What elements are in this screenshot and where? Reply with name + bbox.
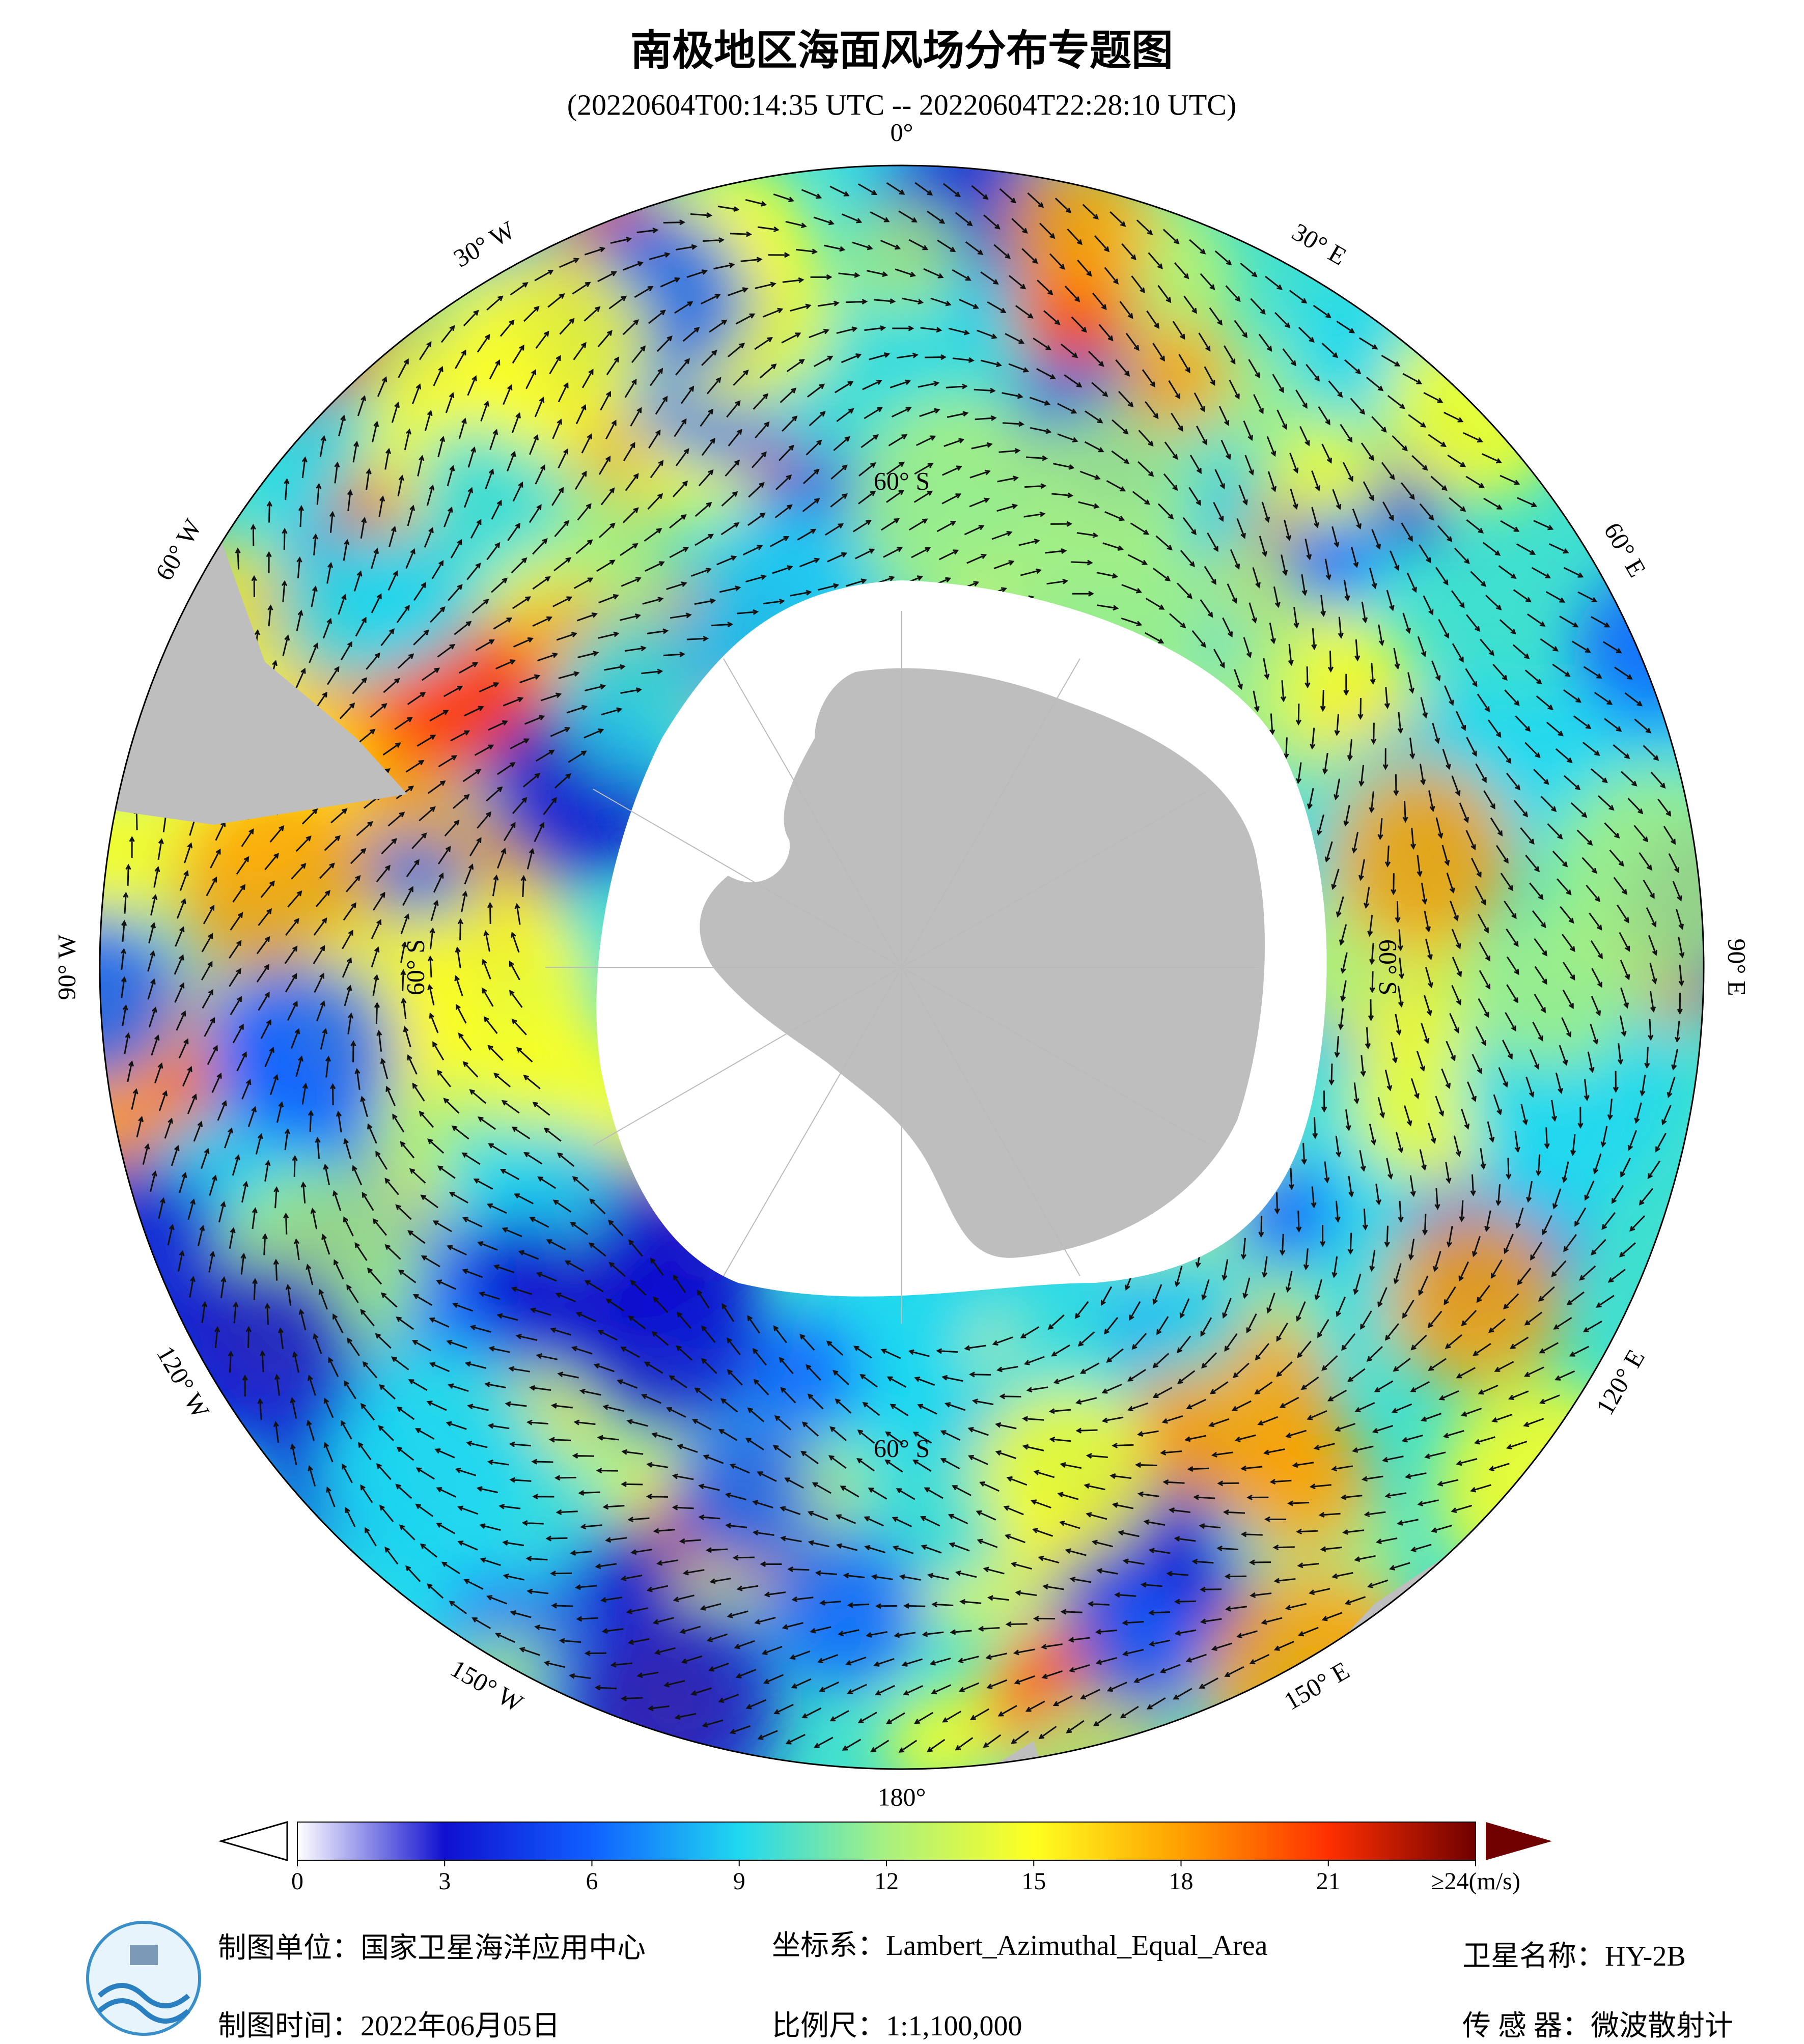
speed-patch xyxy=(1233,1413,1372,1551)
colorbar-body xyxy=(297,1822,1476,1861)
logo xyxy=(86,1921,201,2036)
speed-patch xyxy=(845,199,961,315)
date: 制图时间：2022年06月05日 xyxy=(218,2010,560,2042)
colorbar-tick-label: 21 xyxy=(1316,1868,1341,1895)
speed-patch xyxy=(1546,766,1704,988)
producer: 制图单位：国家卫星海洋应用中心 xyxy=(218,1933,646,1964)
meridian xyxy=(901,967,1080,1276)
latitude-label: 60° S xyxy=(874,466,930,495)
speed-patch xyxy=(669,1422,815,1569)
speed-patch xyxy=(975,1384,1155,1563)
scale: 比例尺：1:1,100,000 xyxy=(772,2010,1022,2042)
speed-patch xyxy=(447,1121,545,1219)
speed-patch xyxy=(556,472,652,568)
colorbar-tick-label: 15 xyxy=(1021,1868,1046,1895)
longitude-label: 0° xyxy=(891,118,913,146)
speed-patch xyxy=(1121,321,1230,431)
meridian xyxy=(723,967,902,1276)
speed-patch xyxy=(885,1688,993,1769)
colorbar-tick-label: 9 xyxy=(733,1868,745,1895)
colorbar-max-arrow xyxy=(1486,1822,1552,1860)
speed-patch xyxy=(1387,1211,1564,1388)
colorbar: 0 3 6 9 12 15 18 21 ≥24(m/s) xyxy=(218,1821,1552,1895)
speed-patch xyxy=(399,891,598,1090)
colorbar-tick-label: 18 xyxy=(1169,1868,1194,1895)
colorbar-min-arrow xyxy=(218,1821,288,1861)
speed-patch xyxy=(100,909,179,1083)
speed-patch xyxy=(765,1529,924,1687)
meridian xyxy=(901,789,1211,968)
wind-arrows xyxy=(120,182,1685,1753)
speed-patch xyxy=(1381,316,1569,503)
speed-patch xyxy=(739,1310,863,1434)
speed-patch xyxy=(1282,423,1385,527)
meridian xyxy=(901,967,1211,1146)
latitude-label: 60° S xyxy=(1374,939,1403,995)
colorbar-tick-label: 3 xyxy=(438,1868,451,1895)
map-border xyxy=(99,164,1705,1770)
colorbar-tick-label: 6 xyxy=(586,1868,598,1895)
longitude-label: 90° W xyxy=(52,934,80,1000)
satellite: 卫星名称：HY-2B xyxy=(1462,1941,1686,1972)
speed-patch xyxy=(453,1438,601,1586)
antarctica xyxy=(700,668,1265,1258)
subtitle: (20220604T00:14:35 UTC -- 20220604T22:28… xyxy=(567,88,1237,121)
wind-field xyxy=(100,165,1704,1769)
longitude-label: 30° W xyxy=(449,215,520,272)
longitude-label: 90° E xyxy=(1723,938,1752,996)
speed-patch xyxy=(567,1599,780,1769)
colorbar-tick-label: ≥24(m/s) xyxy=(1431,1868,1520,1895)
speed-patch xyxy=(1473,1056,1640,1223)
graticule xyxy=(545,611,1258,1324)
colorbar-tick-label: 12 xyxy=(874,1868,899,1895)
longitude-label: 60° W xyxy=(150,514,207,585)
sensor: 传 感 器：微波散射计 xyxy=(1462,2010,1733,2042)
speed-patch xyxy=(415,422,563,569)
speed-patch xyxy=(1268,612,1417,760)
speed-patch xyxy=(1074,1580,1201,1707)
speed-patch xyxy=(1128,1255,1249,1376)
speed-patch xyxy=(213,962,398,1147)
meridian xyxy=(593,789,902,968)
longitude-label: 30° E xyxy=(1287,217,1351,271)
title: 南极地区海面风场分布专题图 xyxy=(630,27,1173,74)
latitude-label: 60° S xyxy=(874,1434,930,1462)
longitude-label: 180° xyxy=(878,1782,926,1811)
colorbar-tick-label: 0 xyxy=(291,1868,303,1895)
meridian xyxy=(723,658,902,968)
speed-patch xyxy=(1329,765,1515,950)
projection: 坐标系：Lambert_Azimuthal_Equal_Area xyxy=(772,1930,1268,1962)
meridian xyxy=(901,658,1080,968)
speed-patch xyxy=(571,1246,759,1435)
speed-patch xyxy=(100,775,173,947)
latitude-label: 60° S xyxy=(401,939,429,995)
longitude-label: 60° E xyxy=(1598,518,1652,582)
meridian xyxy=(593,967,902,1146)
